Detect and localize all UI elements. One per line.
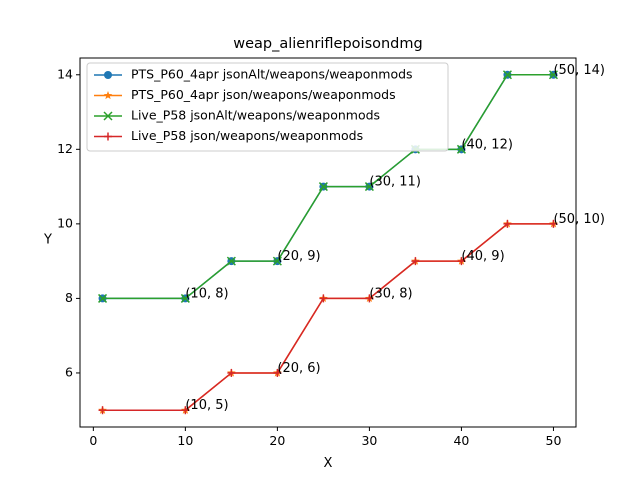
legend-label-0: PTS_P60_4apr jsonAlt/weapons/weaponmods [131, 67, 413, 82]
legend-entry-2: Live_P58 jsonAlt/weapons/weaponmods [94, 108, 380, 123]
legend-label-2: Live_P58 jsonAlt/weapons/weaponmods [131, 108, 380, 123]
data-annotation-0: (10, 8) [185, 286, 228, 301]
x-tick-label-2: 20 [269, 433, 285, 448]
y-tick-label-4: 14 [57, 66, 73, 81]
legend: PTS_P60_4apr jsonAlt/weapons/weaponmods P… [86, 62, 449, 152]
series-2-point-5 [364, 182, 374, 192]
series-3-point-9 [549, 219, 558, 228]
x-axis-label: X [324, 456, 333, 471]
y-axis-label: Y [43, 233, 52, 248]
legend-marker-1 [103, 91, 113, 100]
x-tick-label-3: 30 [361, 433, 377, 448]
data-annotation-9: (50, 10) [553, 212, 605, 227]
y-tick-label-0: 6 [65, 364, 73, 379]
data-annotation-8: (40, 9) [461, 249, 504, 264]
series-3-point-6 [411, 257, 420, 266]
data-annotation-6: (20, 6) [277, 361, 320, 376]
series-3-point-1 [181, 406, 190, 415]
y-tick-label-2: 10 [57, 215, 73, 230]
series-3-point-4 [319, 294, 328, 303]
axis-ticks: 0 10 20 30 40 50 6 8 10 12 14 [57, 66, 561, 448]
data-annotation-7: (30, 8) [369, 286, 412, 301]
series-3-point-7 [457, 257, 466, 266]
data-annotation-1: (20, 9) [277, 249, 320, 264]
legend-marker-0 [104, 71, 112, 79]
x-tick-label-4: 40 [453, 433, 469, 448]
series-line-2 [102, 74, 554, 300]
x-tick-label-5: 50 [546, 433, 562, 448]
series-2-point-7 [456, 144, 466, 154]
series-3-point-3 [273, 368, 282, 377]
legend-marker-3 [104, 132, 112, 141]
series-line-3 [102, 223, 554, 411]
series-2-point-9 [548, 70, 558, 80]
legend-label-1: PTS_P60_4apr json/weapons/weaponmods [131, 87, 396, 102]
data-annotation-4: (50, 14) [553, 63, 605, 78]
legend-entry-1: PTS_P60_4apr json/weapons/weaponmods [94, 87, 396, 102]
series-2-point-0 [98, 293, 108, 303]
x-tick-label-1: 10 [177, 433, 193, 448]
legend-entry-0: PTS_P60_4apr jsonAlt/weapons/weaponmods [94, 67, 413, 82]
data-annotation-3: (40, 12) [461, 137, 512, 152]
legend-marker-2 [103, 111, 113, 121]
data-annotation-2: (30, 11) [369, 175, 421, 190]
series-3-point-0 [98, 406, 107, 415]
series-3-point-8 [503, 219, 512, 228]
legend-label-3: Live_P58 json/weapons/weaponmods [131, 128, 363, 143]
y-tick-label-1: 8 [65, 290, 73, 305]
series-2-point-3 [272, 256, 282, 266]
legend-box [86, 62, 449, 152]
series-2-point-8 [502, 70, 512, 80]
data-annotation-5: (10, 5) [185, 398, 228, 413]
x-tick-label-0: 0 [89, 433, 97, 448]
y-tick-label-3: 12 [57, 141, 73, 156]
annotations: (10, 8) (20, 9) (30, 11) (40, 12) (50, 14) (1… [185, 63, 605, 413]
series-3-point-5 [365, 294, 374, 303]
legend-entry-3: Live_P58 json/weapons/weaponmods [94, 128, 363, 143]
series-2-point-2 [226, 256, 236, 266]
series-2-point-1 [180, 293, 190, 303]
chart-title: weap_alienriflepoisondmg [233, 36, 422, 52]
series-3-point-2 [227, 368, 236, 377]
plot-frame [79, 57, 577, 428]
series-2-point-4 [318, 182, 328, 192]
